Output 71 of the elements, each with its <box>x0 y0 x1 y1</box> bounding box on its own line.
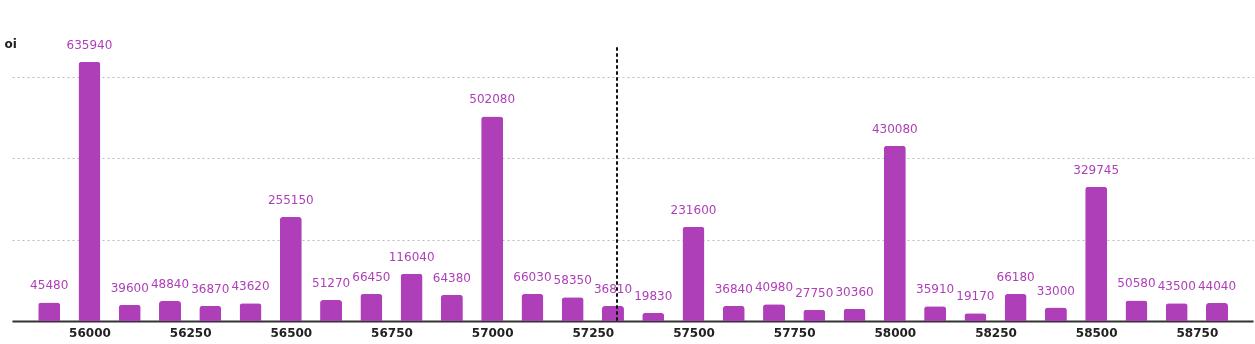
x-tick-label: 57750 <box>773 325 816 340</box>
data-label: 36840 <box>714 281 753 296</box>
data-label: 502080 <box>469 92 516 107</box>
bar <box>400 273 423 321</box>
x-tick-label: 58250 <box>975 325 1017 340</box>
bar <box>38 302 61 321</box>
bar <box>682 226 705 321</box>
bar <box>1125 300 1148 321</box>
bar <box>320 300 343 321</box>
data-label: 35910 <box>916 282 955 297</box>
bar <box>803 309 826 321</box>
x-tick-label: 56750 <box>371 325 413 340</box>
data-label: 231600 <box>670 202 717 217</box>
data-label: 33000 <box>1036 283 1076 298</box>
data-label: 43620 <box>231 279 270 294</box>
data-label: 48840 <box>150 277 190 292</box>
x-tick-label: 57250 <box>572 325 615 340</box>
bar <box>1085 186 1108 321</box>
x-tick-label: 56000 <box>69 325 111 340</box>
bar <box>239 303 262 321</box>
data-label: 255150 <box>267 193 314 208</box>
bar <box>561 297 584 321</box>
bar <box>1165 303 1188 321</box>
data-label: 36810 <box>593 282 633 296</box>
data-label: 19830 <box>634 288 673 303</box>
data-label: 64380 <box>432 270 471 285</box>
bar <box>1044 307 1067 321</box>
bar <box>78 61 101 321</box>
x-tick-label: 57500 <box>673 325 715 340</box>
data-label: 635940 <box>66 37 113 52</box>
bar <box>118 304 141 321</box>
x-tick-label: 57000 <box>471 325 514 340</box>
data-label: 116040 <box>388 249 435 264</box>
data-label: 44040 <box>1197 279 1237 294</box>
data-label: 43500 <box>1157 279 1196 294</box>
data-label: 58350 <box>553 273 592 288</box>
data-label: 329745 <box>1073 162 1120 177</box>
data-label: 39600 <box>110 280 149 295</box>
x-tick-label: 58750 <box>1176 325 1219 340</box>
bar <box>642 312 665 321</box>
bar <box>360 293 383 321</box>
data-label: 430080 <box>871 121 918 136</box>
bar <box>843 308 866 321</box>
bar <box>763 304 786 321</box>
data-label: 66450 <box>352 269 391 284</box>
data-label: 27750 <box>795 285 834 300</box>
data-label: 30360 <box>835 284 874 299</box>
data-label: 45480 <box>30 278 69 293</box>
bar <box>440 294 463 321</box>
data-label: 66030 <box>513 270 552 285</box>
bar <box>1004 294 1027 321</box>
data-label: 66180 <box>996 270 1035 285</box>
bar <box>924 306 947 321</box>
bar <box>481 116 504 321</box>
data-label: 51270 <box>312 276 351 291</box>
x-tick-label: 58000 <box>874 325 917 340</box>
bar <box>279 217 302 321</box>
bar <box>199 305 222 321</box>
data-label: 50580 <box>1117 276 1156 291</box>
data-label: 40980 <box>754 280 794 295</box>
x-tick-label: 56500 <box>270 325 313 340</box>
data-label: 36870 <box>191 281 230 296</box>
y-axis-title: oi <box>4 36 17 51</box>
x-tick-label: 58500 <box>1075 325 1118 340</box>
bar <box>1205 303 1228 321</box>
bar <box>722 305 745 321</box>
bar <box>883 145 906 321</box>
x-tick-label: 56250 <box>169 325 212 340</box>
data-label: 19170 <box>956 289 995 304</box>
bar <box>159 301 182 321</box>
bar <box>521 294 544 321</box>
